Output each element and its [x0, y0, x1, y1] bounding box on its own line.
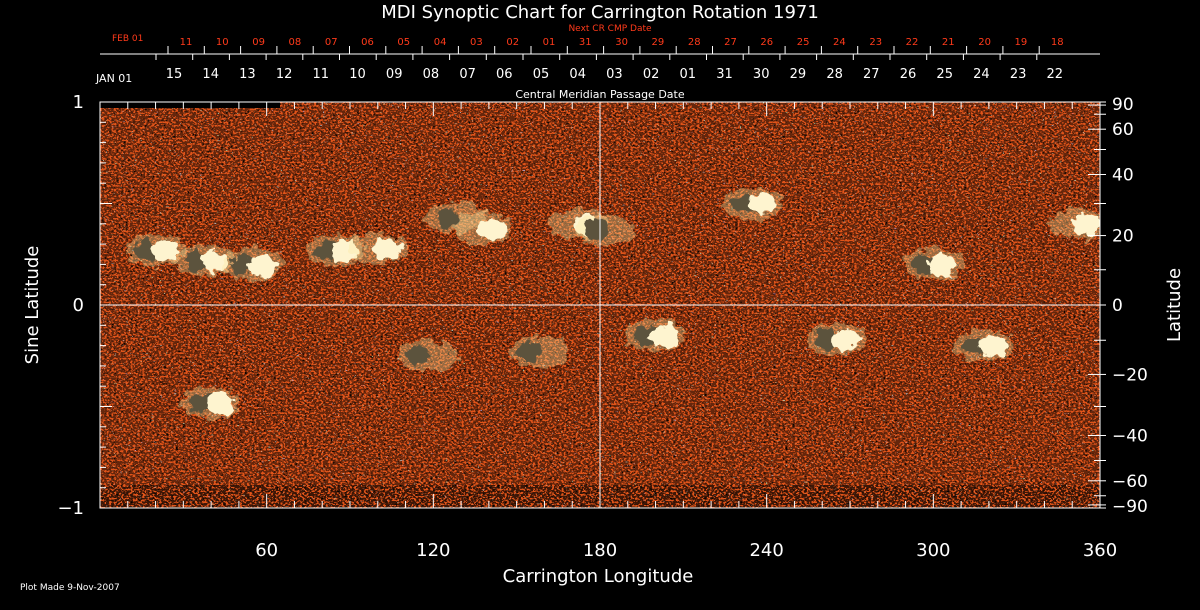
- next-cr-date: 23: [869, 37, 882, 48]
- y-tick-label-left: −1: [57, 498, 84, 519]
- active-region: [575, 213, 636, 246]
- cmp-date: 15: [166, 67, 183, 82]
- next-cr-date: 18: [1051, 37, 1064, 48]
- y-axis-right: 90 60 40 20 0 −20 −40 −60 −90: [1088, 95, 1148, 517]
- cmp-date: 05: [533, 67, 550, 82]
- next-cr-date: 24: [833, 37, 846, 48]
- x-axis: 60 120 180 240 300 360: [127, 102, 1117, 561]
- next-cr-date: 01: [543, 37, 556, 48]
- next-cr-date: 22: [906, 37, 919, 48]
- active-region: [625, 319, 686, 352]
- next-cr-date: 28: [688, 37, 701, 48]
- cmp-date: 29: [790, 67, 807, 82]
- next-cr-date: 10: [216, 37, 229, 48]
- cmp-date: 01: [680, 67, 697, 82]
- next-cr-cmp-axis: Next CR CMP Date FEB 01 11 10 09 08 07 06 05 04 03…: [112, 24, 1064, 54]
- y-tick-label-left: 1: [73, 92, 84, 113]
- next-cr-date: 07: [325, 37, 338, 48]
- x-tick-label: 180: [583, 540, 617, 561]
- next-cr-date: 08: [289, 37, 302, 48]
- plot-made-note: Plot Made 9-Nov-2007: [20, 583, 120, 593]
- cmp-date: 11: [313, 67, 330, 82]
- cmp-start-label: JAN 01: [95, 72, 132, 85]
- next-cr-date: 27: [724, 37, 737, 48]
- cmp-date: 25: [936, 67, 953, 82]
- next-cr-date: 02: [506, 37, 519, 48]
- cmp-date: 27: [863, 67, 880, 82]
- y-tick-label-right: 90: [1112, 95, 1134, 115]
- cmp-date: 04: [569, 67, 586, 82]
- next-cr-date: 03: [470, 37, 483, 48]
- next-cr-date: 30: [615, 37, 628, 48]
- cmp-date: 09: [386, 67, 403, 82]
- cmp-date: 02: [643, 67, 660, 82]
- next-cr-date: 20: [978, 37, 991, 48]
- x-tick-label: 240: [749, 540, 783, 561]
- cmp-date: 26: [900, 67, 917, 82]
- cmp-date: 03: [606, 67, 623, 82]
- chart-title: MDI Synoptic Chart for Carrington Rotati…: [381, 2, 819, 23]
- active-region: [508, 335, 569, 368]
- x-axis-label: Carrington Longitude: [503, 566, 694, 587]
- active-region: [953, 329, 1014, 362]
- next-cr-label: Next CR CMP Date: [568, 24, 652, 34]
- next-cr-date: 19: [1015, 37, 1028, 48]
- y-axis-label-right: Latitude: [1164, 268, 1185, 342]
- next-cr-date: 11: [180, 37, 193, 48]
- cmp-axis-label: Central Meridian Passage Date: [515, 88, 684, 101]
- next-cr-date: 04: [434, 37, 447, 48]
- x-tick-label: 360: [1083, 540, 1117, 561]
- active-region: [453, 211, 514, 244]
- cmp-date: 12: [276, 67, 293, 82]
- next-cr-date: 09: [252, 37, 265, 48]
- active-region: [397, 339, 458, 372]
- next-cr-date: 21: [942, 37, 955, 48]
- x-tick-label: 300: [916, 540, 950, 561]
- active-region: [181, 386, 242, 419]
- cmp-date: 10: [349, 67, 366, 82]
- cmp-date: 31: [716, 67, 733, 82]
- y-axis-left: 1 0 −1: [57, 92, 112, 519]
- cmp-date: 28: [826, 67, 843, 82]
- next-cr-date: 31: [579, 37, 592, 48]
- y-tick-label-right: −90: [1112, 497, 1148, 517]
- cmp-date: 08: [423, 67, 440, 82]
- next-cr-date: 05: [397, 37, 410, 48]
- cmp-date: 07: [459, 67, 476, 82]
- active-regions: [125, 187, 1100, 419]
- y-tick-label-right: 60: [1112, 120, 1134, 140]
- active-region: [222, 248, 283, 281]
- active-region: [722, 187, 783, 220]
- next-cr-date: 25: [797, 37, 810, 48]
- active-region: [175, 244, 236, 277]
- y-tick-label-right: −20: [1112, 365, 1148, 385]
- y-tick-label-right: 20: [1112, 227, 1134, 247]
- cmp-date: 13: [239, 67, 256, 82]
- x-tick-label: 60: [255, 540, 278, 561]
- x-tick-label: 120: [416, 540, 450, 561]
- cmp-date: 30: [753, 67, 770, 82]
- y-tick-label-left: 0: [73, 295, 84, 316]
- y-axis-label-left: Sine Latitude: [22, 246, 43, 365]
- active-region: [347, 232, 408, 265]
- y-tick-label-right: −40: [1112, 426, 1148, 446]
- cmp-date: 06: [496, 67, 513, 82]
- cmp-date: 23: [1010, 67, 1027, 82]
- active-region: [806, 323, 867, 356]
- cmp-date: 22: [1047, 67, 1064, 82]
- active-region: [1047, 207, 1100, 240]
- next-cr-date: 29: [652, 37, 665, 48]
- active-region: [125, 234, 186, 267]
- next-cr-date: 26: [760, 37, 773, 48]
- cmp-date: 24: [973, 67, 990, 82]
- cmp-date-axis: JAN 01 15 14 13 12 11 10 09 08 07 06 05 04 03 02 01 31 30…: [95, 53, 1100, 85]
- next-cr-date: 06: [361, 37, 374, 48]
- y-tick-label-right: 0: [1112, 296, 1123, 316]
- y-tick-label-right: 40: [1112, 166, 1134, 186]
- cmp-date: 14: [202, 67, 219, 82]
- next-cr-start-label: FEB 01: [112, 34, 143, 44]
- active-region: [903, 248, 964, 281]
- y-tick-label-right: −60: [1112, 472, 1148, 492]
